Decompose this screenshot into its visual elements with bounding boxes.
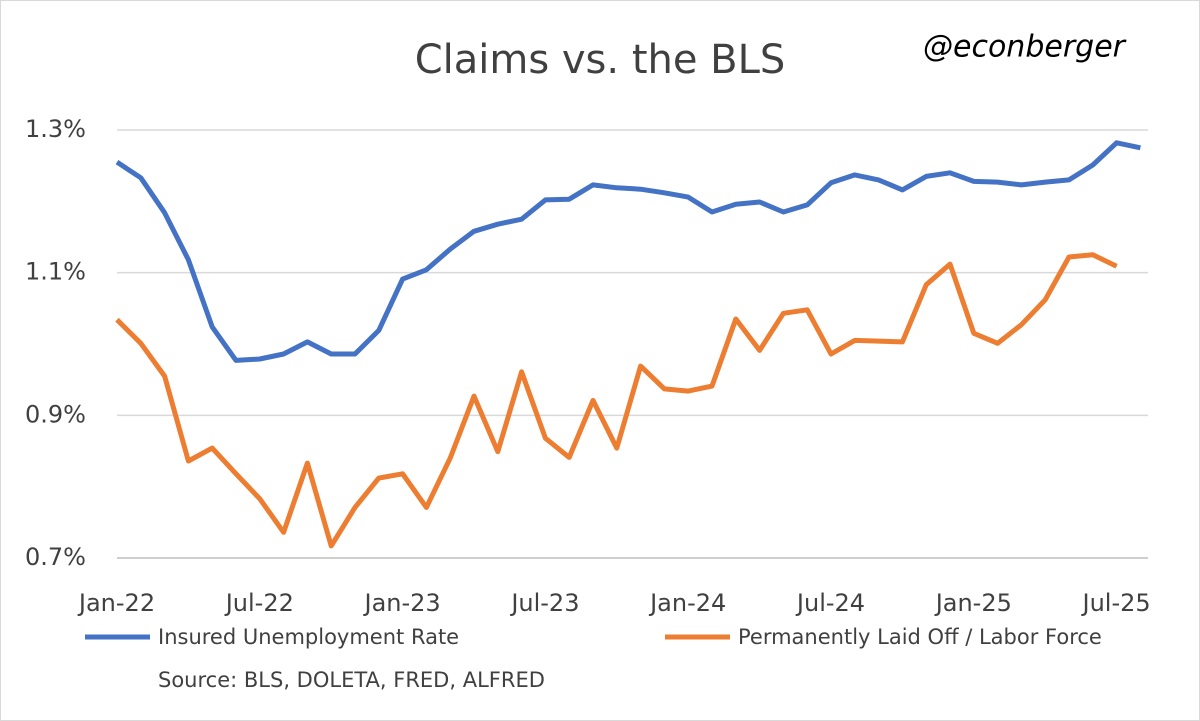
x-tick-label: Jan-24 (648, 589, 726, 617)
x-tick-label: Jul-22 (224, 589, 294, 617)
source-note: Source: BLS, DOLETA, FRED, ALFRED (158, 668, 545, 692)
y-tick-label: 1.1% (25, 258, 86, 286)
chart-title: Claims vs. the BLS (415, 37, 786, 83)
x-tick-label: Jan-23 (362, 589, 440, 617)
y-tick-label: 1.3% (25, 115, 86, 143)
x-tick-label: Jul-24 (795, 589, 865, 617)
legend-label: Insured Unemployment Rate (158, 625, 459, 649)
x-tick-label: Jan-22 (77, 589, 155, 617)
legend-label: Permanently Laid Off / Labor Force (738, 625, 1102, 649)
x-tick-label: Jul-23 (509, 589, 579, 617)
series-line (115, 140, 1141, 363)
annotation: @econberger (923, 30, 1127, 65)
x-tick-label: Jan-25 (934, 589, 1012, 617)
y-tick-label: 0.9% (25, 400, 86, 428)
x-tick-label: Jul-25 (1081, 589, 1151, 617)
y-tick-label: 0.7% (25, 543, 86, 571)
series-line (115, 252, 1118, 549)
